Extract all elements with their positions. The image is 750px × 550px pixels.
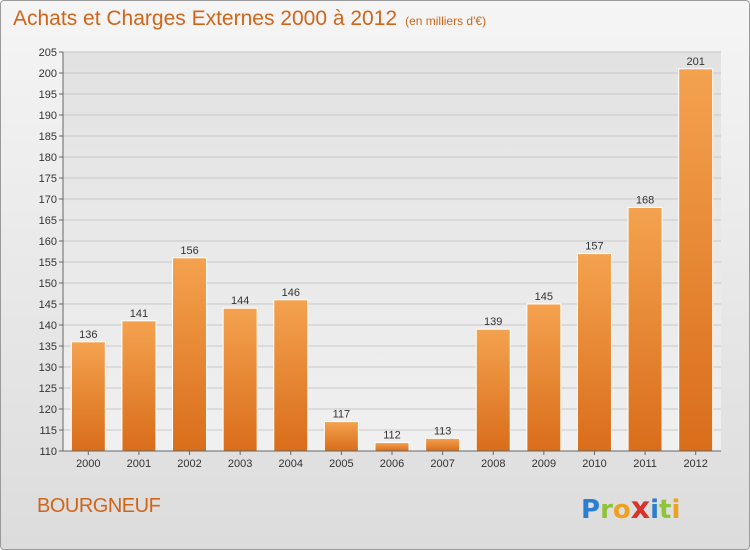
y-tick-label: 205 [39,47,57,59]
bar-2001 [121,320,157,452]
logo-letter: i [650,495,660,525]
y-tick-label: 110 [39,446,57,458]
bar-value-label: 139 [484,316,502,328]
x-tick-label: 2006 [380,458,404,470]
x-tick-label: 2003 [228,458,252,470]
y-tick-label: 195 [39,89,57,101]
x-tick-label: 2011 [633,458,657,470]
y-tick-label: 155 [39,257,57,269]
proxiti-logo: Proxiti [581,491,680,526]
logo-letter: i [671,495,681,525]
y-tick-label: 200 [39,68,57,80]
logo-letter: o [612,495,631,525]
bar-2003 [222,307,258,452]
bar-2009 [526,303,562,452]
chart-subtitle: (en milliers d'€) [405,14,487,28]
bar-value-label: 156 [180,245,198,257]
y-tick-label: 120 [39,404,57,416]
x-tick-label: 2004 [279,458,303,470]
logo-letter: r [600,495,613,525]
y-tick-label: 125 [39,383,57,395]
x-tick-label: 2010 [582,458,606,470]
y-tick-label: 165 [39,215,57,227]
y-tick-label: 185 [39,131,57,143]
chart-title-block: Achats et Charges Externes 2000 à 2012 (e… [13,7,486,31]
y-tick-label: 135 [39,341,57,353]
bar-value-label: 141 [130,308,148,320]
x-tick-label: 2009 [532,458,556,470]
bar-2011 [627,206,663,452]
bar-2002 [172,257,208,452]
x-tick-label: 2000 [76,458,100,470]
y-tick-label: 170 [39,194,57,206]
x-tick-label: 2008 [481,458,505,470]
x-tick-label: 2007 [430,458,454,470]
bar-value-label: 112 [383,430,401,442]
x-tick-label: 2012 [683,458,707,470]
bar-value-label: 144 [231,295,249,307]
bar-value-label: 168 [636,194,654,206]
plot-area [63,52,721,451]
bar-2006 [374,442,410,452]
bar-2010 [576,253,612,452]
bar-2000 [70,341,106,452]
bar-2012 [678,68,714,452]
y-tick-label: 175 [39,173,57,185]
y-tick-label: 115 [39,425,57,437]
y-tick-label: 140 [39,320,57,332]
commune-name: BOURGNEUF [37,495,161,517]
y-tick-label: 190 [39,110,57,122]
bar-value-label: 117 [333,409,351,421]
x-tick-label: 2001 [127,458,151,470]
y-tick-label: 180 [39,152,57,164]
y-tick-label: 145 [39,299,57,311]
bar-2004 [273,299,309,452]
x-tick-label: 2005 [329,458,353,470]
logo-letter: P [581,495,601,525]
bar-2007 [425,437,461,452]
bar-value-label: 157 [585,241,603,253]
logo-letter: x [630,491,651,526]
logo-letter: t [659,495,672,525]
y-tick-label: 160 [39,236,57,248]
bar-value-label: 201 [687,56,705,68]
bar-2008 [475,328,511,452]
y-tick-label: 130 [39,362,57,374]
chart-title: Achats et Charges Externes 2000 à 2012 [13,7,398,30]
x-tick-label: 2002 [177,458,201,470]
bar-value-label: 136 [79,329,97,341]
bar-value-label: 113 [434,425,452,437]
bar-value-label: 146 [282,287,300,299]
bar-2005 [323,421,359,452]
y-tick-label: 150 [39,278,57,290]
bar-value-label: 145 [535,291,553,303]
